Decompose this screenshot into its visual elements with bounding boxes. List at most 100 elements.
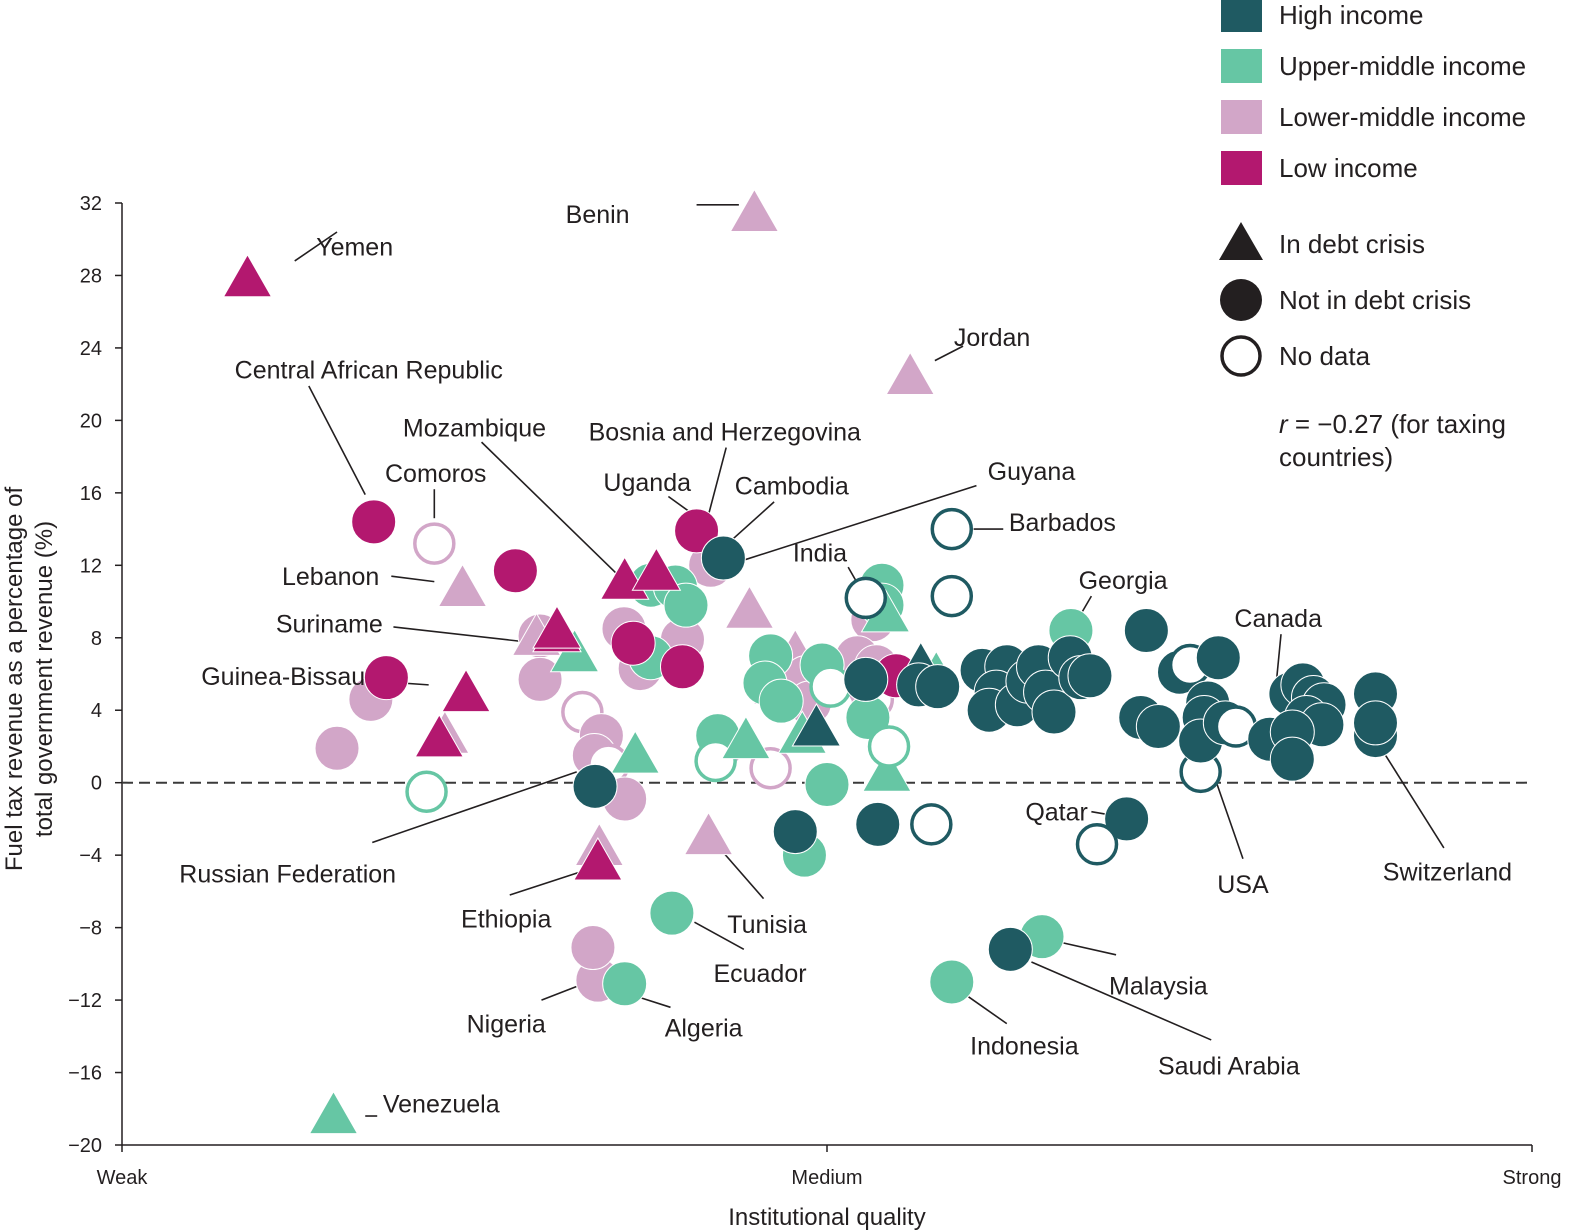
legend-label-filled: Not in debt crisis xyxy=(1279,285,1471,315)
data-point xyxy=(363,655,409,701)
x-tick-label: Strong xyxy=(1503,1167,1562,1189)
label-russian-federation: Russian Federation xyxy=(179,860,396,888)
label-guyana: Guyana xyxy=(988,458,1076,486)
label-georgia: Georgia xyxy=(1079,567,1168,595)
legend-label-triangle: In debt crisis xyxy=(1279,229,1425,259)
data-point xyxy=(910,803,953,846)
data-point xyxy=(1352,700,1398,746)
data-point xyxy=(915,664,961,710)
leader-nigeria xyxy=(541,984,580,1001)
data-point xyxy=(1031,689,1077,735)
point-russian-federation xyxy=(572,763,618,809)
point-ecuador xyxy=(649,890,695,936)
label-malaysia: Malaysia xyxy=(1109,973,1208,1001)
point-lebanon xyxy=(437,563,488,607)
label-nigeria: Nigeria xyxy=(467,1011,546,1039)
legend-swatch-lower xyxy=(1221,100,1262,134)
data-point xyxy=(1135,704,1181,750)
data-points xyxy=(222,188,1398,1135)
data-point xyxy=(930,574,974,618)
label-switzerland: Switzerland xyxy=(1383,858,1512,886)
leader-yemen xyxy=(294,231,338,262)
label-saudi-arabia: Saudi Arabia xyxy=(1158,1052,1300,1080)
point-comoros xyxy=(413,522,456,565)
label-tunisia: Tunisia xyxy=(727,911,807,939)
label-usa: USA xyxy=(1217,871,1269,899)
y-tick-label: −12 xyxy=(68,990,102,1012)
label-yemen: Yemen xyxy=(316,233,393,261)
label-venezuela: Venezuela xyxy=(383,1090,500,1118)
y-tick-label: 24 xyxy=(80,338,102,360)
point-uganda xyxy=(674,508,720,554)
leader-ethiopia xyxy=(509,870,582,896)
data-point xyxy=(1067,653,1113,699)
y-tick-label: 20 xyxy=(80,410,102,432)
data-point xyxy=(517,656,563,702)
country-annotations: Yemen Benin Jordan Central African Republic… xyxy=(179,201,1512,1118)
data-point xyxy=(844,576,888,620)
y-tick-label: −4 xyxy=(79,845,102,867)
y-tick-label: 0 xyxy=(91,773,102,795)
y-tick-label: 32 xyxy=(80,193,102,215)
data-point xyxy=(772,809,818,855)
data-point xyxy=(405,770,448,813)
x-axis-title: Institutional quality xyxy=(728,1204,925,1231)
leader-switzerland xyxy=(1380,747,1445,849)
point-saudi-arabia xyxy=(987,926,1033,972)
data-point xyxy=(694,739,737,783)
data-point xyxy=(610,730,661,774)
y-tick-label: 28 xyxy=(80,265,102,287)
data-point xyxy=(492,548,538,594)
legend-label-low: Low income xyxy=(1279,153,1418,183)
point-tunisia xyxy=(683,811,734,856)
label-barbados: Barbados xyxy=(1009,509,1116,537)
point-jordan xyxy=(885,351,936,396)
label-jordan: Jordan xyxy=(954,324,1030,352)
label-qatar: Qatar xyxy=(1025,799,1088,827)
point-central-african-republic xyxy=(351,499,397,545)
leader-lebanon xyxy=(391,575,435,583)
data-point xyxy=(532,605,582,649)
y-axis-title-line2: total government revenue (%) xyxy=(31,521,58,837)
data-point xyxy=(791,702,842,747)
data-point xyxy=(610,620,656,666)
y-tick-label: −20 xyxy=(68,1135,102,1157)
y-tick-label: 16 xyxy=(80,483,102,505)
point-guinea-bissau xyxy=(441,668,491,713)
label-guinea-bissau: Guinea-Bissau xyxy=(201,663,365,691)
label-comoros: Comoros xyxy=(385,460,486,488)
legend-label-lower: Lower-middle income xyxy=(1279,102,1526,132)
data-point xyxy=(804,762,850,808)
label-india: India xyxy=(793,540,847,568)
y-tick-label: 8 xyxy=(91,628,102,650)
label-cambodia: Cambodia xyxy=(735,473,849,501)
data-point xyxy=(867,725,911,768)
legend-label-high: High income xyxy=(1279,0,1424,30)
label-benin: Benin xyxy=(566,201,630,229)
data-point xyxy=(631,547,682,591)
point-yemen xyxy=(222,253,273,298)
data-point xyxy=(1195,635,1241,681)
point-qatar xyxy=(1104,796,1150,842)
data-point xyxy=(1075,823,1119,866)
leader-georgia xyxy=(1080,595,1093,615)
legend-label-upper: Upper-middle income xyxy=(1279,51,1526,81)
y-tick-label: 12 xyxy=(80,555,102,577)
leader-saudi-arabia xyxy=(1031,961,1212,1041)
legend-swatch-high xyxy=(1221,0,1262,32)
point-cambodia xyxy=(700,535,746,581)
leader-indonesia xyxy=(967,995,1008,1025)
data-point xyxy=(862,748,912,792)
label-ecuador: Ecuador xyxy=(713,960,806,988)
leader-russian-federation xyxy=(372,771,577,844)
data-point xyxy=(855,801,901,847)
label-uganda: Uganda xyxy=(603,469,691,497)
correlation-r: r xyxy=(1279,409,1289,439)
data-point xyxy=(1123,608,1169,654)
legend-label-open: No data xyxy=(1279,341,1371,371)
label-suriname: Suriname xyxy=(276,610,383,638)
label-bosnia-and-herzegovina: Bosnia and Herzegovina xyxy=(589,418,861,446)
label-canada: Canada xyxy=(1234,605,1322,633)
label-indonesia: Indonesia xyxy=(970,1032,1079,1060)
point-benin xyxy=(729,188,780,233)
